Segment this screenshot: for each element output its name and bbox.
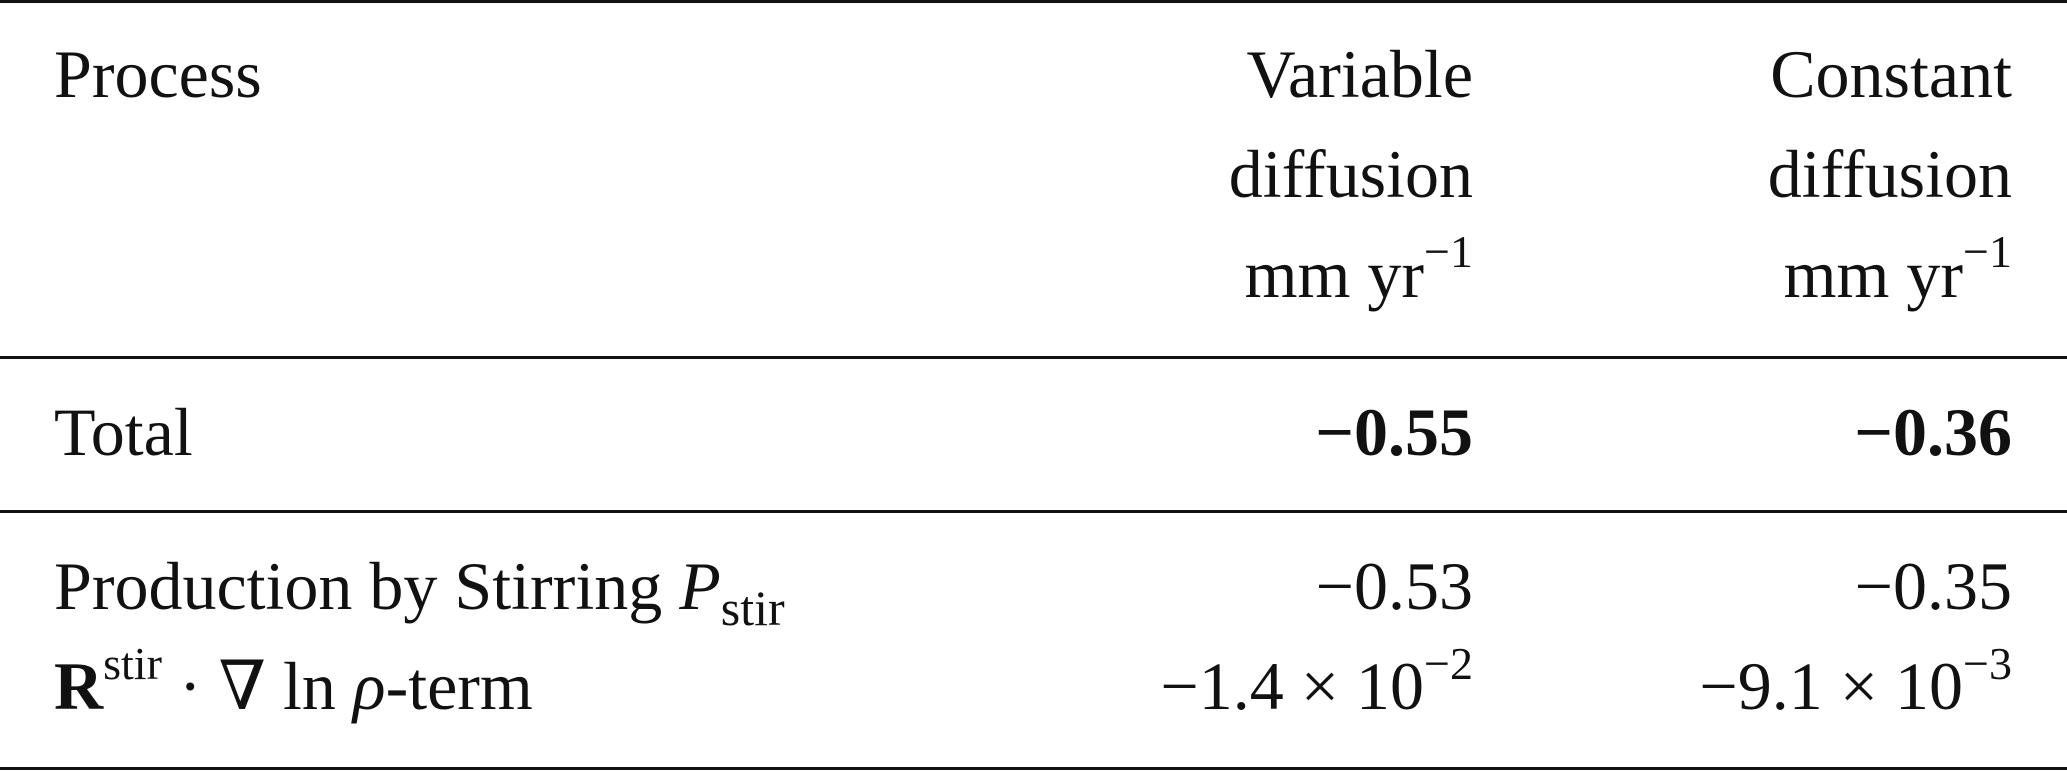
header-variable-unit: mm yr−1: [1245, 229, 1473, 340]
symbol-p: P: [679, 548, 721, 624]
header-variable-diffusion: Variable diffusion mm yr−1: [1229, 40, 1473, 340]
header-variable-line2: diffusion: [1228, 136, 1473, 212]
header-constant-diffusion: Constant diffusion mm yr−1: [1768, 40, 2012, 340]
constant-exponent: −3: [1963, 638, 2012, 689]
gradient-operator: · ∇ ln: [161, 648, 353, 724]
row-gradient-variable: −1.4 × 10−2: [1160, 641, 1473, 721]
constant-mantissa: −9.1 × 10: [1699, 648, 1964, 724]
header-constant-line2: diffusion: [1767, 136, 2012, 212]
section-rule: [0, 510, 2067, 513]
total-label: Total: [54, 394, 193, 470]
total-constant-value: −0.36: [1854, 394, 2012, 470]
unit-base: mm yr: [1244, 236, 1425, 312]
row-production-constant: −0.35: [1854, 548, 2012, 624]
total-variable-value: −0.55: [1315, 394, 1473, 470]
row-production-text: Production by Stirring: [54, 548, 680, 624]
header-rule: [0, 356, 2067, 359]
symbol-r-superscript: stir: [103, 638, 162, 689]
variable-exponent: −2: [1424, 638, 1473, 689]
term-suffix: -term: [385, 648, 533, 724]
header-process: Process: [54, 36, 262, 112]
table-top-rule: [0, 0, 2067, 3]
header-constant-line1: Constant: [1770, 36, 2012, 112]
row-gradient-label: Rstir · ∇ ln ρ-term: [54, 641, 533, 721]
symbol-p-subscript: stir: [720, 580, 785, 636]
variable-mantissa: −1.4 × 10: [1160, 648, 1425, 724]
header-variable-line1: Variable: [1246, 36, 1473, 112]
unit-base: mm yr: [1783, 236, 1964, 312]
row-gradient-constant: −9.1 × 10−3: [1699, 641, 2012, 721]
header-constant-unit: mm yr−1: [1784, 229, 2012, 340]
unit-exponent: −1: [1963, 226, 2012, 277]
table-bottom-rule: [0, 767, 2067, 770]
symbol-rho: ρ: [352, 648, 386, 724]
unit-exponent: −1: [1424, 226, 1473, 277]
symbol-r: R: [54, 648, 104, 724]
row-production-variable: −0.53: [1315, 548, 1473, 624]
row-production-label: Production by Stirring Pstir: [54, 552, 785, 633]
